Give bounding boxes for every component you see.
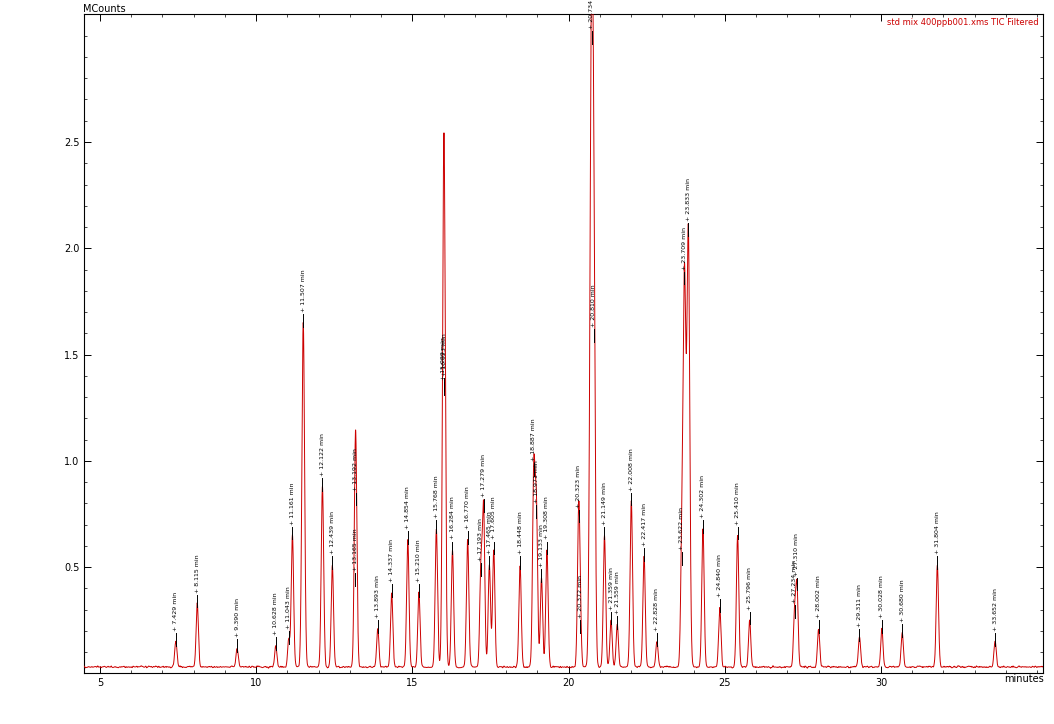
Text: + 20.810 min: + 20.810 min [591, 285, 597, 327]
Text: minutes: minutes [1003, 674, 1043, 684]
Text: + 16.770 min: + 16.770 min [465, 486, 470, 529]
Text: + 21.359 min: + 21.359 min [608, 567, 613, 610]
Text: + 13.192 min: + 13.192 min [353, 447, 358, 491]
Text: + 15.768 min: + 15.768 min [434, 476, 438, 518]
Text: + 20.734 t: + 20.734 t [589, 0, 594, 30]
Text: + 24.302 min: + 24.302 min [701, 475, 705, 518]
Text: + 33.652 min: + 33.652 min [993, 588, 997, 631]
Text: + 15.210 min: + 15.210 min [416, 539, 422, 582]
Text: + 20.372 min: + 20.372 min [578, 575, 583, 618]
Text: + 16.023 min: + 16.023 min [442, 333, 447, 376]
Text: + 24.840 min: + 24.840 min [718, 554, 722, 597]
Text: + 17.605 min: + 17.605 min [491, 497, 496, 539]
Text: + 21.559 min: + 21.559 min [614, 571, 620, 614]
Text: + 21.149 min: + 21.149 min [602, 481, 607, 525]
Text: + 23.833 min: + 23.833 min [686, 177, 690, 221]
Text: + 23.709 min: + 23.709 min [682, 227, 687, 269]
Text: + 12.122 min: + 12.122 min [320, 433, 325, 476]
Text: + 27.310 min: + 27.310 min [795, 533, 799, 576]
Text: + 13.165 min: + 13.165 min [352, 529, 357, 571]
Text: + 22.417 min: + 22.417 min [642, 502, 646, 546]
Text: + 19.133 min: + 19.133 min [539, 524, 544, 567]
Text: + 12.439 min: + 12.439 min [330, 511, 335, 555]
Text: + 11.043 min: + 11.043 min [287, 586, 291, 628]
Text: + 17.193 min: + 17.193 min [479, 518, 484, 560]
Text: + 20.323 min: + 20.323 min [577, 465, 581, 508]
Text: + 7.429 min: + 7.429 min [173, 592, 178, 631]
Text: + 25.796 min: + 25.796 min [747, 567, 753, 610]
Text: + 31.804 min: + 31.804 min [935, 512, 940, 555]
Text: + 18.887 min: + 18.887 min [531, 418, 536, 460]
Text: + 14.854 min: + 14.854 min [406, 486, 410, 529]
Text: + 22.008 min: + 22.008 min [629, 448, 633, 491]
Text: + 22.828 min: + 22.828 min [655, 588, 660, 631]
Text: + 17.465 min: + 17.465 min [487, 512, 492, 555]
Text: + 10.628 min: + 10.628 min [273, 592, 278, 635]
Text: + 15.999 min: + 15.999 min [441, 337, 446, 380]
Text: + 13.893 min: + 13.893 min [375, 575, 380, 618]
Text: + 8.115 min: + 8.115 min [195, 554, 200, 592]
Text: std mix 400ppb001.xms TIC Filtered: std mix 400ppb001.xms TIC Filtered [887, 18, 1038, 27]
Text: + 23.622 min: + 23.622 min [679, 507, 684, 550]
Text: + 19.308 min: + 19.308 min [545, 497, 549, 539]
Text: + 27.234 min: + 27.234 min [793, 560, 797, 603]
Text: + 11.507 min: + 11.507 min [300, 269, 306, 312]
Text: + 25.410 min: + 25.410 min [735, 481, 740, 525]
Text: + 30.028 min: + 30.028 min [879, 576, 884, 618]
Text: + 11.161 min: + 11.161 min [290, 482, 295, 525]
Text: + 30.680 min: + 30.680 min [900, 580, 904, 623]
Text: + 28.002 min: + 28.002 min [816, 576, 821, 618]
Text: + 9.390 min: + 9.390 min [235, 598, 239, 637]
Text: + 18.971 min: + 18.971 min [534, 460, 539, 503]
Text: + 16.284 min: + 16.284 min [450, 497, 455, 539]
Text: + 18.448 min: + 18.448 min [518, 512, 523, 555]
Text: + 29.311 min: + 29.311 min [857, 584, 862, 626]
Text: + 17.279 min: + 17.279 min [481, 454, 486, 497]
Text: MCounts: MCounts [83, 4, 126, 14]
Text: + 14.337 min: + 14.337 min [389, 539, 394, 582]
